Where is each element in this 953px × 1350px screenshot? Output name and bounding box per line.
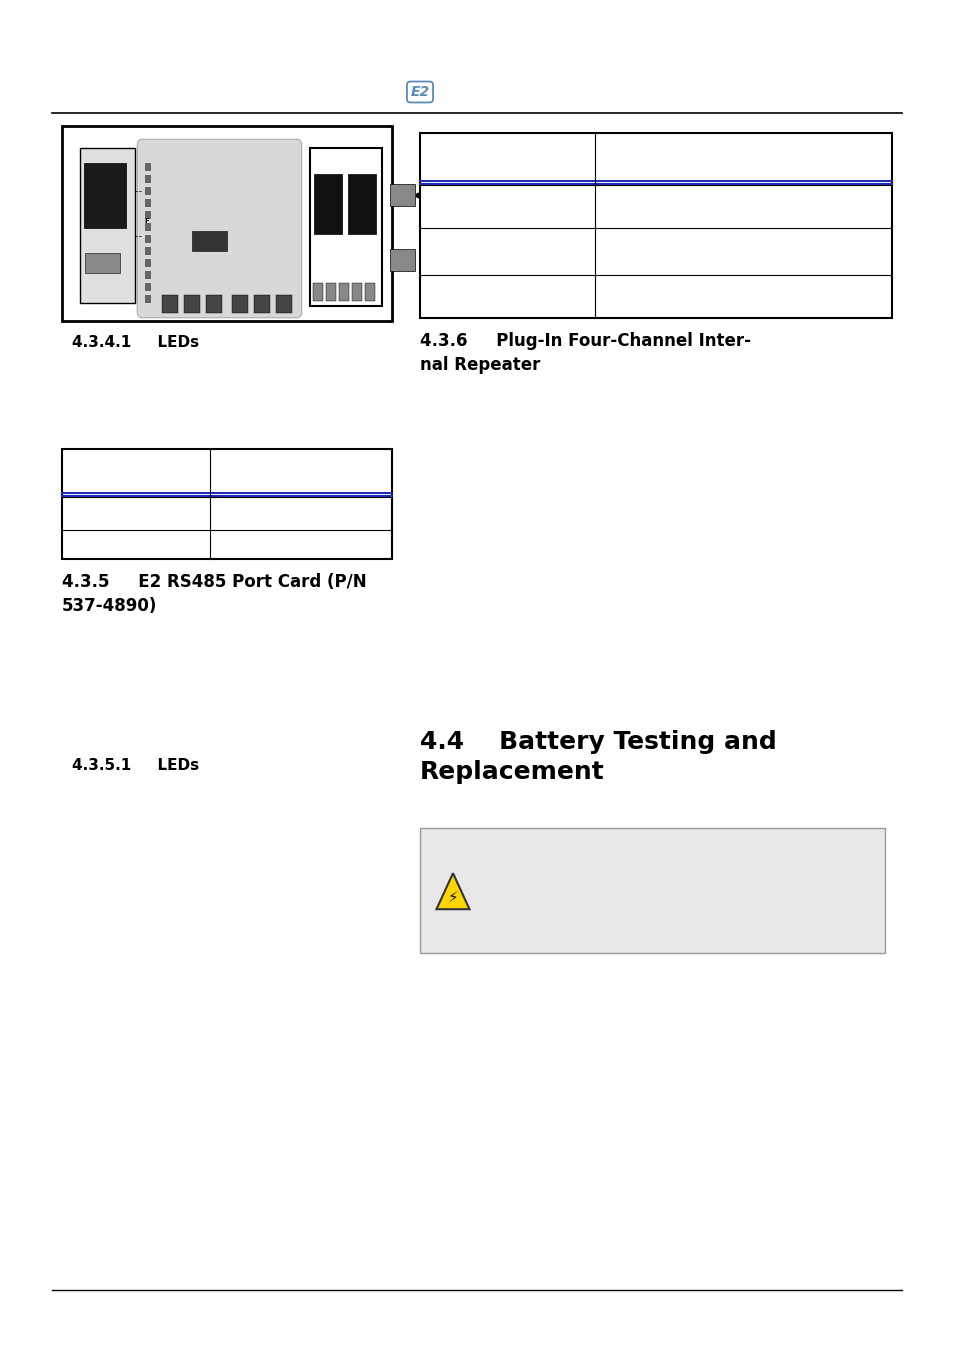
Text: 4.3.6     Plug-In Four-Channel Inter-
nal Repeater: 4.3.6 Plug-In Four-Channel Inter- nal Re… xyxy=(419,332,750,374)
Bar xyxy=(145,284,151,292)
Bar xyxy=(338,284,349,301)
Bar xyxy=(145,188,151,194)
Bar xyxy=(352,284,361,301)
Bar xyxy=(145,271,151,279)
Text: 4.3.5     E2 RS485 Port Card (P/N
537-4890): 4.3.5 E2 RS485 Port Card (P/N 537-4890) xyxy=(62,572,366,614)
Bar xyxy=(84,163,126,228)
Bar xyxy=(348,174,375,234)
Text: 4.3.4.1     LEDs: 4.3.4.1 LEDs xyxy=(71,335,199,350)
Bar xyxy=(419,828,884,953)
Polygon shape xyxy=(436,873,469,909)
Bar xyxy=(253,296,270,313)
Bar xyxy=(192,231,227,251)
Bar xyxy=(145,163,151,171)
Bar xyxy=(390,184,415,207)
Text: 4.4    Battery Testing and
Replacement: 4.4 Battery Testing and Replacement xyxy=(419,730,776,784)
Bar xyxy=(145,259,151,267)
Bar xyxy=(275,296,292,313)
Bar xyxy=(62,450,392,559)
Bar xyxy=(313,284,323,301)
Bar xyxy=(145,198,151,207)
Bar xyxy=(80,148,135,302)
Bar xyxy=(206,296,222,313)
Bar xyxy=(145,235,151,243)
Text: ⚡: ⚡ xyxy=(447,890,457,905)
Bar xyxy=(145,176,151,184)
Bar xyxy=(326,284,335,301)
Bar xyxy=(390,248,415,271)
Text: E2: E2 xyxy=(410,85,429,99)
Bar xyxy=(310,148,381,306)
Bar xyxy=(145,223,151,231)
Bar xyxy=(162,296,178,313)
Bar xyxy=(85,252,120,273)
Text: 4.3.5.1     LEDs: 4.3.5.1 LEDs xyxy=(71,757,199,774)
Bar xyxy=(184,296,200,313)
Bar xyxy=(145,296,151,302)
Bar xyxy=(145,211,151,219)
FancyBboxPatch shape xyxy=(137,139,301,317)
Bar xyxy=(62,126,392,321)
Bar xyxy=(419,134,891,319)
Bar xyxy=(232,296,248,313)
Bar xyxy=(314,174,341,234)
Bar xyxy=(365,284,375,301)
Bar xyxy=(145,247,151,255)
Text: F: F xyxy=(144,217,149,224)
